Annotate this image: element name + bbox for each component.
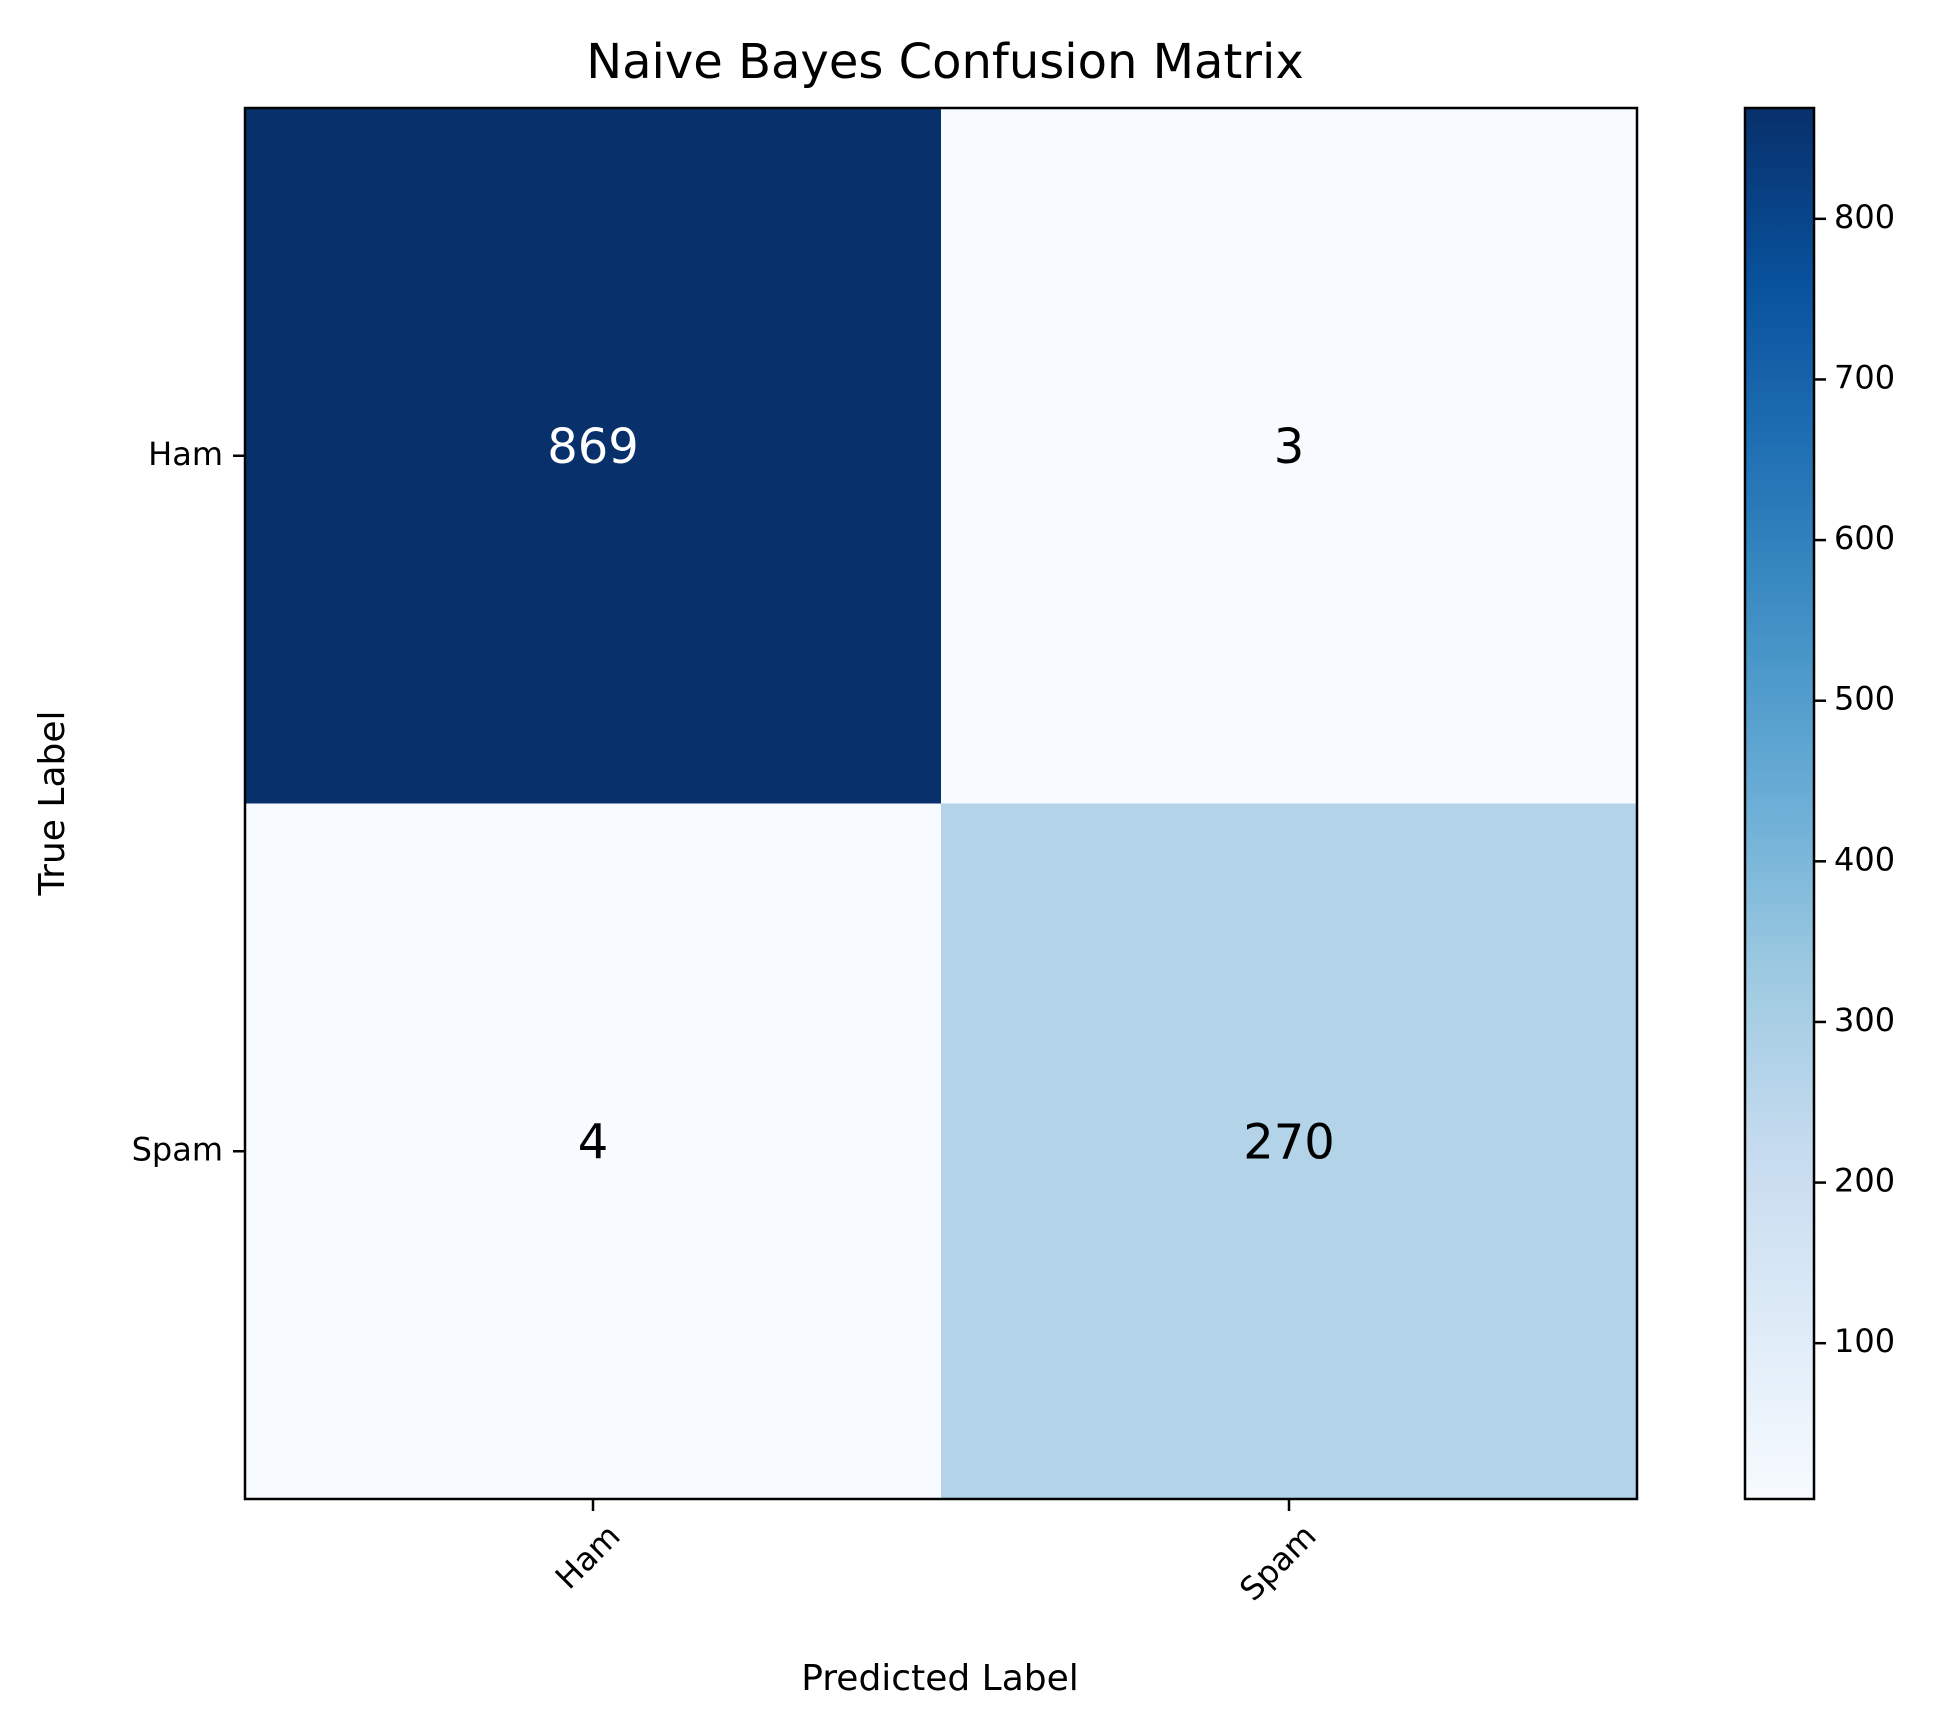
x-tick-label: Ham bbox=[548, 1517, 628, 1597]
cell-value-label: 869 bbox=[547, 419, 639, 475]
matrix-cell-spam-spam bbox=[941, 803, 1638, 1500]
x-tick-label: Spam bbox=[1232, 1517, 1324, 1609]
y-tick-label: Spam bbox=[132, 1130, 223, 1168]
chart-title: Naive Bayes Confusion Matrix bbox=[586, 34, 1304, 90]
matrix-cell-labels: 869 3 4 270 bbox=[547, 419, 1335, 1171]
cell-value-label: 3 bbox=[1274, 419, 1305, 475]
y-tick-label: Ham bbox=[148, 435, 223, 473]
y-axis-label: True Label bbox=[32, 710, 73, 896]
colorbar-tick-label: 400 bbox=[1834, 840, 1895, 878]
colorbar-tick-label: 700 bbox=[1834, 358, 1895, 396]
colorbar-tick-label: 800 bbox=[1834, 198, 1895, 236]
colorbar-frame bbox=[1743, 106, 1816, 1501]
colorbar bbox=[1745, 108, 1814, 1499]
colorbar-tick-label: 600 bbox=[1834, 519, 1895, 557]
cell-value-label: 270 bbox=[1243, 1114, 1335, 1170]
cell-value-label: 4 bbox=[578, 1114, 609, 1170]
colorbar-tick-label: 200 bbox=[1834, 1162, 1895, 1200]
y-axis-ticks: Ham Spam bbox=[132, 435, 245, 1168]
colorbar-tick-label: 300 bbox=[1834, 1001, 1895, 1039]
x-axis-ticks: Ham Spam bbox=[548, 1499, 1324, 1608]
colorbar-ticks: 100 200 300 400 500 600 700 800 bbox=[1814, 198, 1895, 1360]
matrix-cell-spam-ham bbox=[245, 803, 942, 1500]
colorbar-tick-label: 500 bbox=[1834, 680, 1895, 718]
matrix-cells bbox=[245, 108, 1638, 1500]
matrix-cell-ham-spam bbox=[941, 108, 1638, 804]
colorbar-tick-label: 100 bbox=[1834, 1322, 1895, 1360]
matrix-cell-ham-ham bbox=[245, 108, 942, 804]
plot-frame bbox=[243, 106, 1639, 1501]
x-axis-label: Predicted Label bbox=[801, 1658, 1079, 1699]
